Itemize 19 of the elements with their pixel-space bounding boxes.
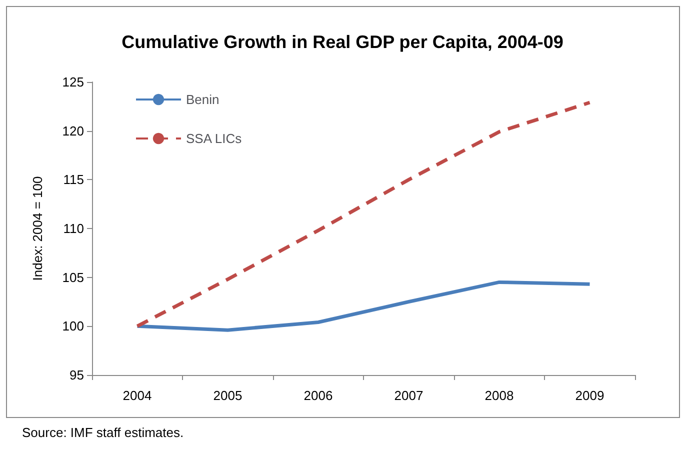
y-axis-title: Index: 2004 = 100 (30, 176, 45, 281)
y-tick-label: 115 (63, 172, 84, 188)
x-tick-label: 2004 (122, 388, 152, 403)
legend-label: SSA LICs (186, 131, 242, 146)
legend-label: Benin (186, 92, 220, 107)
x-tick-label: 2005 (213, 388, 242, 403)
y-tick-label: 105 (62, 270, 84, 285)
chart-title: Cumulative Growth in Real GDP per Capita, 2004-09 (122, 32, 564, 52)
x-tick-label: 2009 (575, 388, 604, 403)
x-tick-label: 2006 (304, 388, 333, 403)
y-tick-label: 100 (62, 318, 84, 334)
y-tick-label: 125 (62, 74, 84, 90)
line-series (136, 280, 592, 332)
y-tick-label: 95 (70, 368, 84, 382)
y-tick-label: 120 (62, 123, 84, 138)
source-note: Source: IMF staff estimates. (22, 425, 184, 440)
x-tick-label: 2008 (484, 388, 514, 403)
y-tick-label: 110 (63, 221, 84, 236)
x-tick-label: 2007 (394, 388, 424, 403)
